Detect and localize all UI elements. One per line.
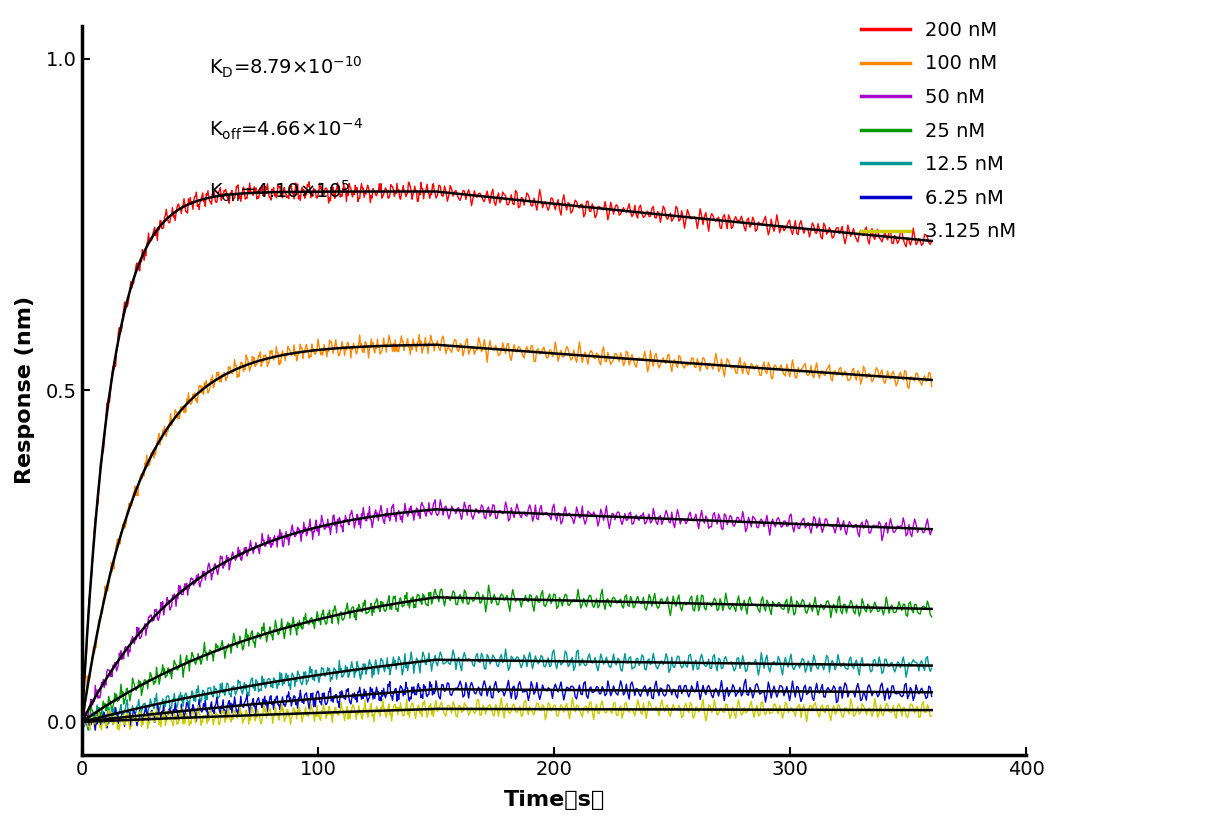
Text: $\mathregular{K_D}$=8.79×10$^{-10}$: $\mathregular{K_D}$=8.79×10$^{-10}$ [209,55,363,80]
Text: $\mathregular{K_{off}}$=4.66×10$^{-4}$: $\mathregular{K_{off}}$=4.66×10$^{-4}$ [209,117,363,142]
X-axis label: Time（s）: Time（s） [504,790,605,810]
Y-axis label: Response (nm): Response (nm) [15,296,34,484]
Legend: 200 nM, 100 nM, 50 nM, 25 nM, 12.5 nM, 6.25 nM, 3.125 nM: 200 nM, 100 nM, 50 nM, 25 nM, 12.5 nM, 6… [854,13,1024,249]
Text: $\mathregular{K_{on}}$=4.10×10$^5$: $\mathregular{K_{on}}$=4.10×10$^5$ [209,179,351,204]
